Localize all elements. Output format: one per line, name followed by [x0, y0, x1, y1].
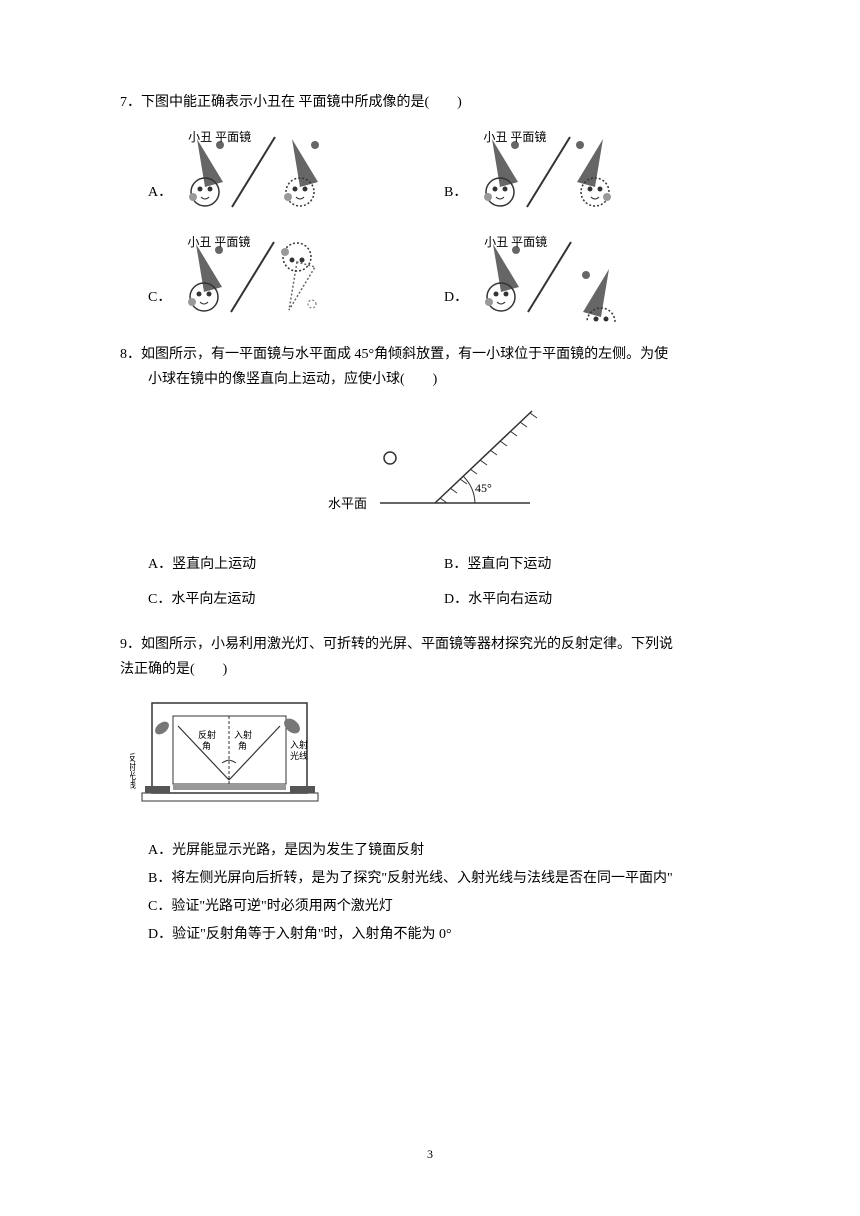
- q7-option-c: C． 小丑 平面镜: [148, 232, 444, 322]
- svg-text:入射角: 入射角: [234, 729, 252, 751]
- ground-label: 水平面: [328, 496, 367, 511]
- q8-option-d: D．水平向右运动: [444, 587, 740, 612]
- svg-text:反射光线: 反射光线: [130, 752, 136, 788]
- clown-image-b: 小丑 平面镜: [475, 127, 625, 217]
- q8-text: 8．如图所示，有一平面镜与水平面成 45°角倾斜放置，有一小球位于平面镜的左侧。…: [120, 342, 740, 392]
- question-7: 7．下图中能正确表示小丑在 平面镜中所成像的是( ) A． 小丑 平面镜: [120, 90, 740, 322]
- clown-image-d: 小丑 平面镜: [476, 232, 626, 322]
- q8-option-c: C．水平向左运动: [148, 587, 444, 612]
- q8-diagram: 45° 水平面: [120, 408, 740, 537]
- q9-option-d: D．验证"反射角等于入射角"时，入射角不能为 0°: [120, 921, 740, 949]
- q9-option-a: A．光屏能显示光路，是因为发生了镜面反射: [120, 837, 740, 865]
- svg-text:反射角: 反射角: [198, 729, 216, 751]
- svg-text:入射光线: 入射光线: [290, 739, 308, 761]
- q9-option-c: C．验证"光路可逆"时必须用两个激光灯: [120, 893, 740, 921]
- q9-diagram: 反射光线 反射角 入射角 入射光线: [120, 698, 740, 822]
- q8-option-b: B．竖直向下运动: [444, 552, 740, 577]
- q7-option-a: A． 小丑 平面镜: [148, 127, 444, 217]
- q7-option-d: D． 小丑 平面镜: [444, 232, 740, 322]
- q7-text: 7．下图中能正确表示小丑在 平面镜中所成像的是( ): [120, 90, 740, 115]
- q7-option-b: B． 小丑 平面镜: [444, 127, 740, 217]
- q9-option-b: B．将左侧光屏向后折转，是为了探究"反射光线、入射光线与法线是否在同一平面内": [120, 865, 740, 893]
- page-number: 3: [427, 1144, 433, 1166]
- question-9: 9．如图所示，小易利用激光灯、可折转的光屏、平面镜等器材探究光的反射定律。下列说…: [120, 632, 740, 949]
- angle-label: 45°: [475, 481, 492, 495]
- clown-image-c: 小丑 平面镜: [179, 232, 329, 322]
- clown-image-a: 小丑 平面镜: [180, 127, 330, 217]
- q8-option-a: A．竖直向上运动: [148, 552, 444, 577]
- q9-text: 9．如图所示，小易利用激光灯、可折转的光屏、平面镜等器材探究光的反射定律。下列说…: [120, 632, 740, 682]
- question-8: 8．如图所示，有一平面镜与水平面成 45°角倾斜放置，有一小球位于平面镜的左侧。…: [120, 342, 740, 612]
